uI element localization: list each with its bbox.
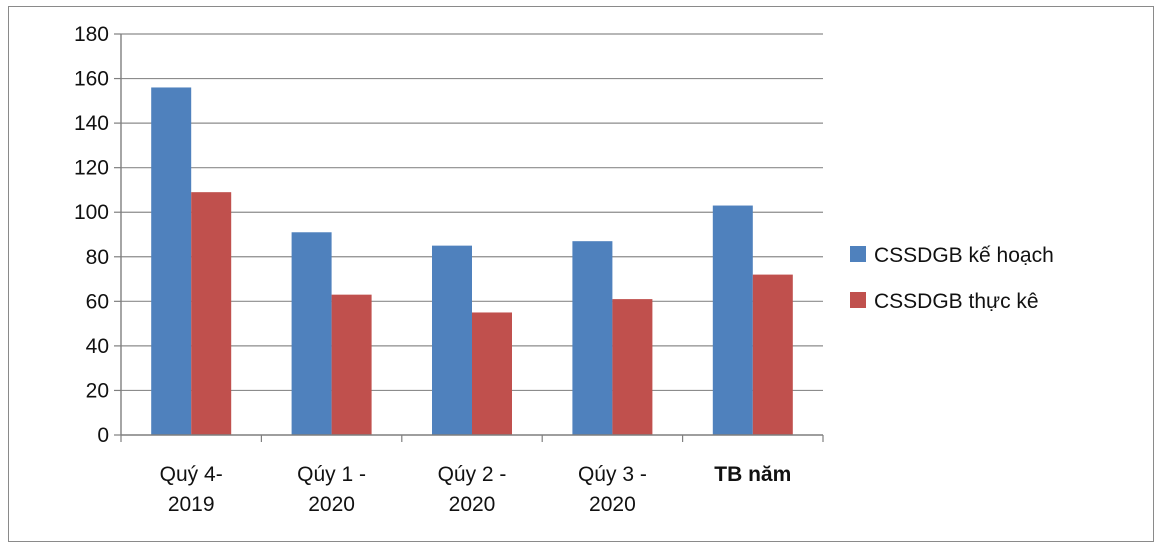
- bar-ke-hoach-3: [572, 241, 613, 435]
- bar-thuc-ke-1: [331, 294, 372, 435]
- x-category-label: 2020: [589, 493, 636, 516]
- y-tick-label: 20: [86, 379, 109, 402]
- legend-label-0: CSSDGB kế hoạch: [874, 244, 1054, 267]
- x-category-label: 2020: [449, 493, 496, 516]
- x-category-label: 2020: [308, 493, 355, 516]
- y-tick-label: 140: [74, 112, 109, 135]
- legend-swatch-0: [850, 246, 866, 262]
- y-tick-label: 180: [74, 23, 109, 46]
- legend-label-1: CSSDGB thực kê: [874, 290, 1039, 313]
- bar-thuc-ke-3: [612, 299, 653, 435]
- y-tick-label: 80: [86, 246, 109, 269]
- y-tick-label: 160: [74, 68, 109, 91]
- x-category-label: Qúy 3 -: [578, 463, 647, 486]
- bar-ke-hoach-2: [432, 245, 472, 435]
- bar-thuc-ke-0: [191, 192, 232, 435]
- x-category-label: Qúy 2 -: [438, 463, 507, 486]
- legend: CSSDGB kế hoạch CSSDGB thực kê: [850, 244, 1054, 313]
- bar-ke-hoach-0: [151, 87, 192, 435]
- bar-ke-hoach-1: [291, 232, 332, 435]
- bar-ke-hoach-4: [712, 205, 753, 435]
- bar-thuc-ke-2: [472, 312, 512, 435]
- y-tick-label: 100: [74, 201, 109, 224]
- y-tick-label: 120: [74, 157, 109, 180]
- x-category-label: 2019: [168, 493, 215, 516]
- bars: [151, 87, 793, 435]
- axes: 0 20 40 60 80 100 120 140 160 180 Quý 4- 2019 Qúy 1 …: [74, 23, 824, 516]
- y-tick-label: 60: [86, 290, 109, 313]
- y-tick-label: 40: [86, 335, 109, 358]
- x-category-label: Qúy 1 -: [297, 463, 366, 486]
- legend-swatch-1: [850, 292, 866, 308]
- x-category-label: Quý 4-: [160, 463, 223, 486]
- x-category-label: TB năm: [714, 463, 791, 486]
- gridlines: [121, 33, 823, 392]
- bar-thuc-ke-4: [752, 274, 793, 435]
- y-tick-label: 0: [97, 424, 109, 447]
